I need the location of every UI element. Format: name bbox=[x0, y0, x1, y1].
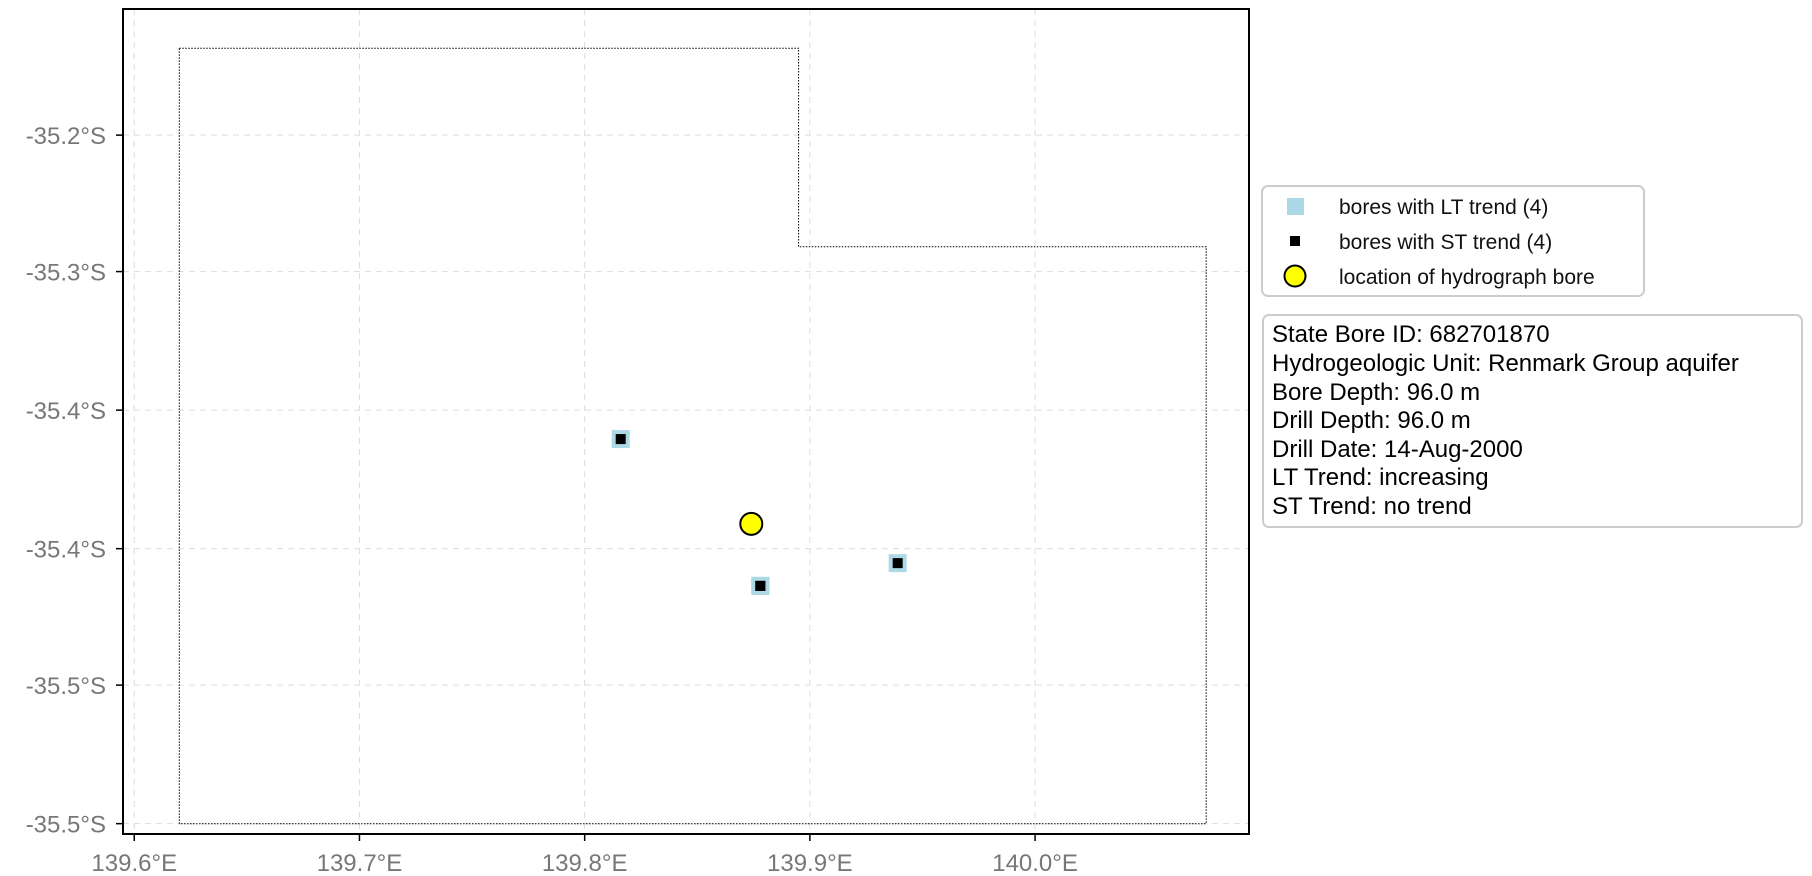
info-line-drill-depth: Drill Depth: 96.0 m bbox=[1272, 407, 1471, 434]
info-line-drill-date: Drill Date: 14-Aug-2000 bbox=[1272, 436, 1523, 463]
hydrograph-bore-marker bbox=[739, 511, 764, 536]
info-line-st-trend: ST Trend: no trend bbox=[1272, 493, 1472, 520]
st-trend-bore-marker bbox=[755, 580, 766, 591]
y-tick-label: -35.5°S bbox=[26, 812, 106, 839]
study-area-boundary bbox=[178, 47, 1207, 825]
legend-label-hydrograph: location of hydrograph bore bbox=[1339, 266, 1595, 289]
grid-lines bbox=[123, 9, 1249, 834]
info-line-hydrogeologic-unit: Hydrogeologic Unit: Renmark Group aquife… bbox=[1272, 350, 1739, 377]
y-tick-label: -35.5°S bbox=[26, 673, 106, 700]
st-trend-bore-marker bbox=[615, 434, 626, 445]
y-tick-label: -35.4°S bbox=[26, 398, 106, 425]
map-frame bbox=[122, 8, 1250, 835]
x-axis-ticks: 139.6°E 139.7°E 139.8°E 139.9°E 140.0°E bbox=[91, 834, 1078, 876]
x-tick-label: 139.9°E bbox=[767, 850, 853, 876]
bore-info-box: State Bore ID: 682701870 Hydrogeologic U… bbox=[1262, 314, 1803, 528]
legend-frame bbox=[1261, 185, 1645, 297]
x-tick-label: 140.0°E bbox=[992, 850, 1078, 876]
x-tick-label: 139.7°E bbox=[317, 850, 403, 876]
boundary-polygon bbox=[178, 47, 1207, 825]
bore-markers bbox=[611, 430, 907, 595]
legend-label-st: bores with ST trend (4) bbox=[1339, 231, 1552, 254]
info-line-bore-id: State Bore ID: 682701870 bbox=[1272, 321, 1550, 348]
y-axis-ticks: -35.2°S -35.3°S -35.4°S -35.4°S -35.5°S -35.5… bbox=[26, 123, 123, 839]
y-tick-label: -35.4°S bbox=[26, 537, 106, 564]
yellow-circle-icon bbox=[1283, 264, 1307, 288]
y-tick-label: -35.2°S bbox=[26, 123, 106, 150]
x-tick-label: 139.6°E bbox=[91, 850, 177, 876]
black-square-icon bbox=[1290, 236, 1300, 246]
info-line-bore-depth: Bore Depth: 96.0 m bbox=[1272, 379, 1480, 406]
x-tick-label: 139.8°E bbox=[542, 850, 628, 876]
legend-label-lt: bores with LT trend (4) bbox=[1339, 196, 1548, 219]
st-trend-bore-marker bbox=[892, 558, 903, 569]
lightblue-square-icon bbox=[1287, 198, 1304, 215]
legend: bores with LT trend (4) bores with ST tr… bbox=[1261, 185, 1645, 297]
y-tick-label: -35.3°S bbox=[26, 260, 106, 287]
info-line-lt-trend: LT Trend: increasing bbox=[1272, 464, 1489, 491]
info-frame bbox=[1262, 314, 1803, 528]
